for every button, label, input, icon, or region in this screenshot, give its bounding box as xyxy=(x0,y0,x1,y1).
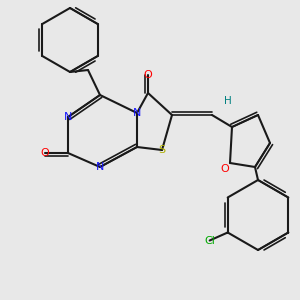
Text: S: S xyxy=(158,145,166,155)
Text: N: N xyxy=(96,162,104,172)
Text: N: N xyxy=(64,112,72,122)
Text: H: H xyxy=(224,96,232,106)
Text: Cl: Cl xyxy=(204,236,215,245)
Text: N: N xyxy=(133,108,141,118)
Text: O: O xyxy=(220,164,230,174)
Text: O: O xyxy=(40,148,50,158)
Text: O: O xyxy=(144,70,152,80)
